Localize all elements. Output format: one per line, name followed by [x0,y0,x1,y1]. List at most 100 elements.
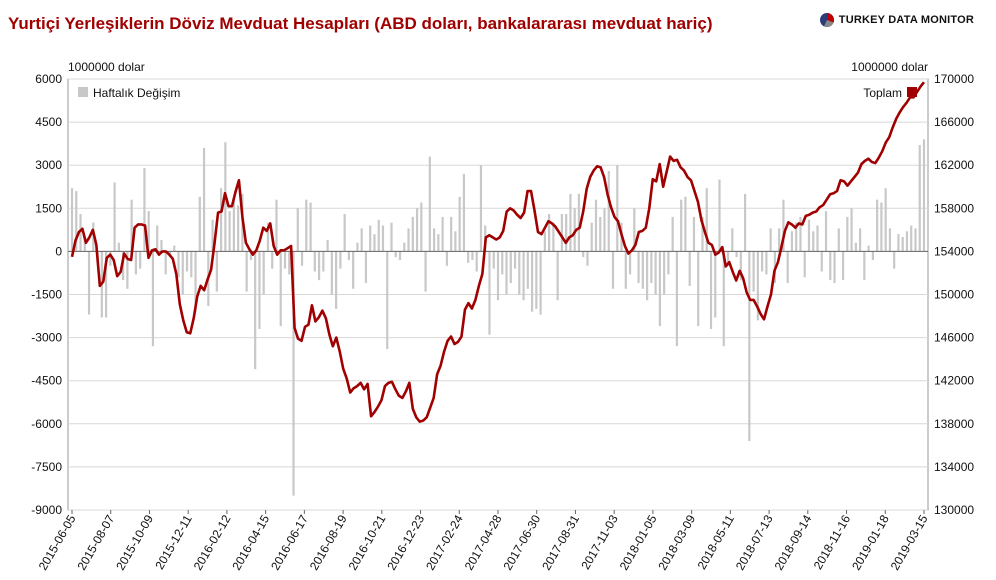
bar-weekly-change [296,208,299,252]
bar-weekly-change [130,199,133,252]
bar-weekly-change [624,251,627,289]
bar-weekly-change [151,251,155,347]
bar-weekly-change [722,251,725,347]
bar-weekly-change [854,242,857,252]
bar-weekly-change [113,182,116,252]
bar-weekly-change [650,251,653,284]
bar-weekly-change [139,251,142,269]
bar-weekly-change [445,251,448,266]
x-tick-label: 2016-10-21 [346,512,389,572]
bar-weekly-change [394,251,397,258]
bar-weekly-change [841,251,845,281]
bar-weekly-change [863,251,866,281]
bar-weekly-change [292,251,295,496]
bar-weekly-change [258,251,261,329]
bar-weekly-change [871,251,874,261]
bar-weekly-change [228,211,231,252]
right-tick-label: 150000 [934,288,974,302]
bar-weekly-change [705,188,708,252]
bar-weekly-change [735,251,738,258]
bar-weekly-change [420,202,423,252]
bar-weekly-change [539,251,542,315]
bar-weekly-change [75,191,78,252]
bar-weekly-change [279,251,282,327]
bar-weekly-change [522,251,525,301]
bar-weekly-change [778,228,781,252]
bar-weekly-change [761,251,764,272]
bar-weekly-change [833,251,836,284]
bar-weekly-change [594,199,598,252]
x-tick-label: 2018-11-16 [811,512,854,572]
bar-weekly-change [437,234,440,252]
bar-weekly-change [428,156,431,252]
bar-weekly-change [275,199,278,252]
bar-weekly-change [398,251,402,261]
bar-weekly-change [441,216,444,252]
bar-weekly-change [573,208,576,252]
bar-weekly-change [471,251,474,261]
bar-weekly-change [254,251,257,370]
bar-weekly-change [671,216,674,252]
x-tick-label: 2018-07-13 [733,512,776,572]
bar-weekly-change [185,251,189,272]
bar-weekly-change [467,251,470,263]
bar-weekly-change [680,199,683,252]
right-tick-label: 154000 [934,244,974,258]
bar-weekly-change [803,251,806,278]
bar-weekly-change [829,251,832,281]
bar-weekly-change [611,251,615,289]
right-tick-label: 146000 [934,331,974,345]
x-tick-label: 2018-05-11 [695,512,738,572]
bar-weekly-change [143,168,146,252]
bar-weekly-change [347,251,350,261]
brand-logo: TURKEY DATA MONITOR [819,12,974,28]
bar-weekly-change [530,251,534,312]
bar-weekly-change [769,228,772,252]
bar-weekly-change [104,251,108,318]
bar-weekly-change [628,251,632,275]
bar-weekly-change [505,251,508,295]
bar-weekly-change [309,202,312,252]
bar-weekly-change [450,216,453,252]
legend-label-line: Toplam [863,86,902,100]
right-tick-label: 142000 [934,374,974,388]
bar-weekly-change [603,208,606,252]
bar-weekly-change [752,251,755,292]
bar-weekly-change [496,251,500,301]
bar-weekly-change [663,251,666,295]
bar-weekly-change [884,188,887,252]
bar-weekly-change [479,165,483,252]
bar-weekly-change [390,222,393,252]
bar-weekly-change [177,251,180,278]
bar-weekly-change [641,251,644,289]
bar-weekly-change [577,193,581,252]
left-tick-label: 1500 [35,201,62,215]
bar-weekly-change [266,222,270,252]
bar-weekly-change [237,205,240,252]
bar-weekly-change [922,139,926,252]
brand-name: TURKEY DATA MONITOR [838,14,974,26]
bar-weekly-change [245,251,248,292]
bar-weekly-change [509,251,512,284]
bar-weekly-change [271,251,274,269]
bar-weekly-change [364,251,368,284]
bar-weekly-change [569,193,572,252]
bar-weekly-change [283,251,287,269]
bar-weekly-change [646,251,649,301]
bar-weekly-change [475,251,478,272]
bar-weekly-change [709,251,713,329]
bar-weekly-change [905,231,909,252]
bar-weekly-change [386,251,389,350]
right-tick-label: 158000 [934,201,974,215]
bar-weekly-change [692,216,696,252]
bar-weekly-change [590,222,593,252]
right-tick-label: 170000 [934,72,974,86]
right-tick-label: 162000 [934,158,974,172]
right-tick-label: 166000 [934,115,974,129]
bar-weekly-change [190,251,193,278]
bar-weekly-change [126,251,129,289]
bar-weekly-change [790,231,794,252]
bar-weekly-change [726,251,730,266]
bar-weekly-change [492,251,495,269]
bar-weekly-change [339,251,342,269]
